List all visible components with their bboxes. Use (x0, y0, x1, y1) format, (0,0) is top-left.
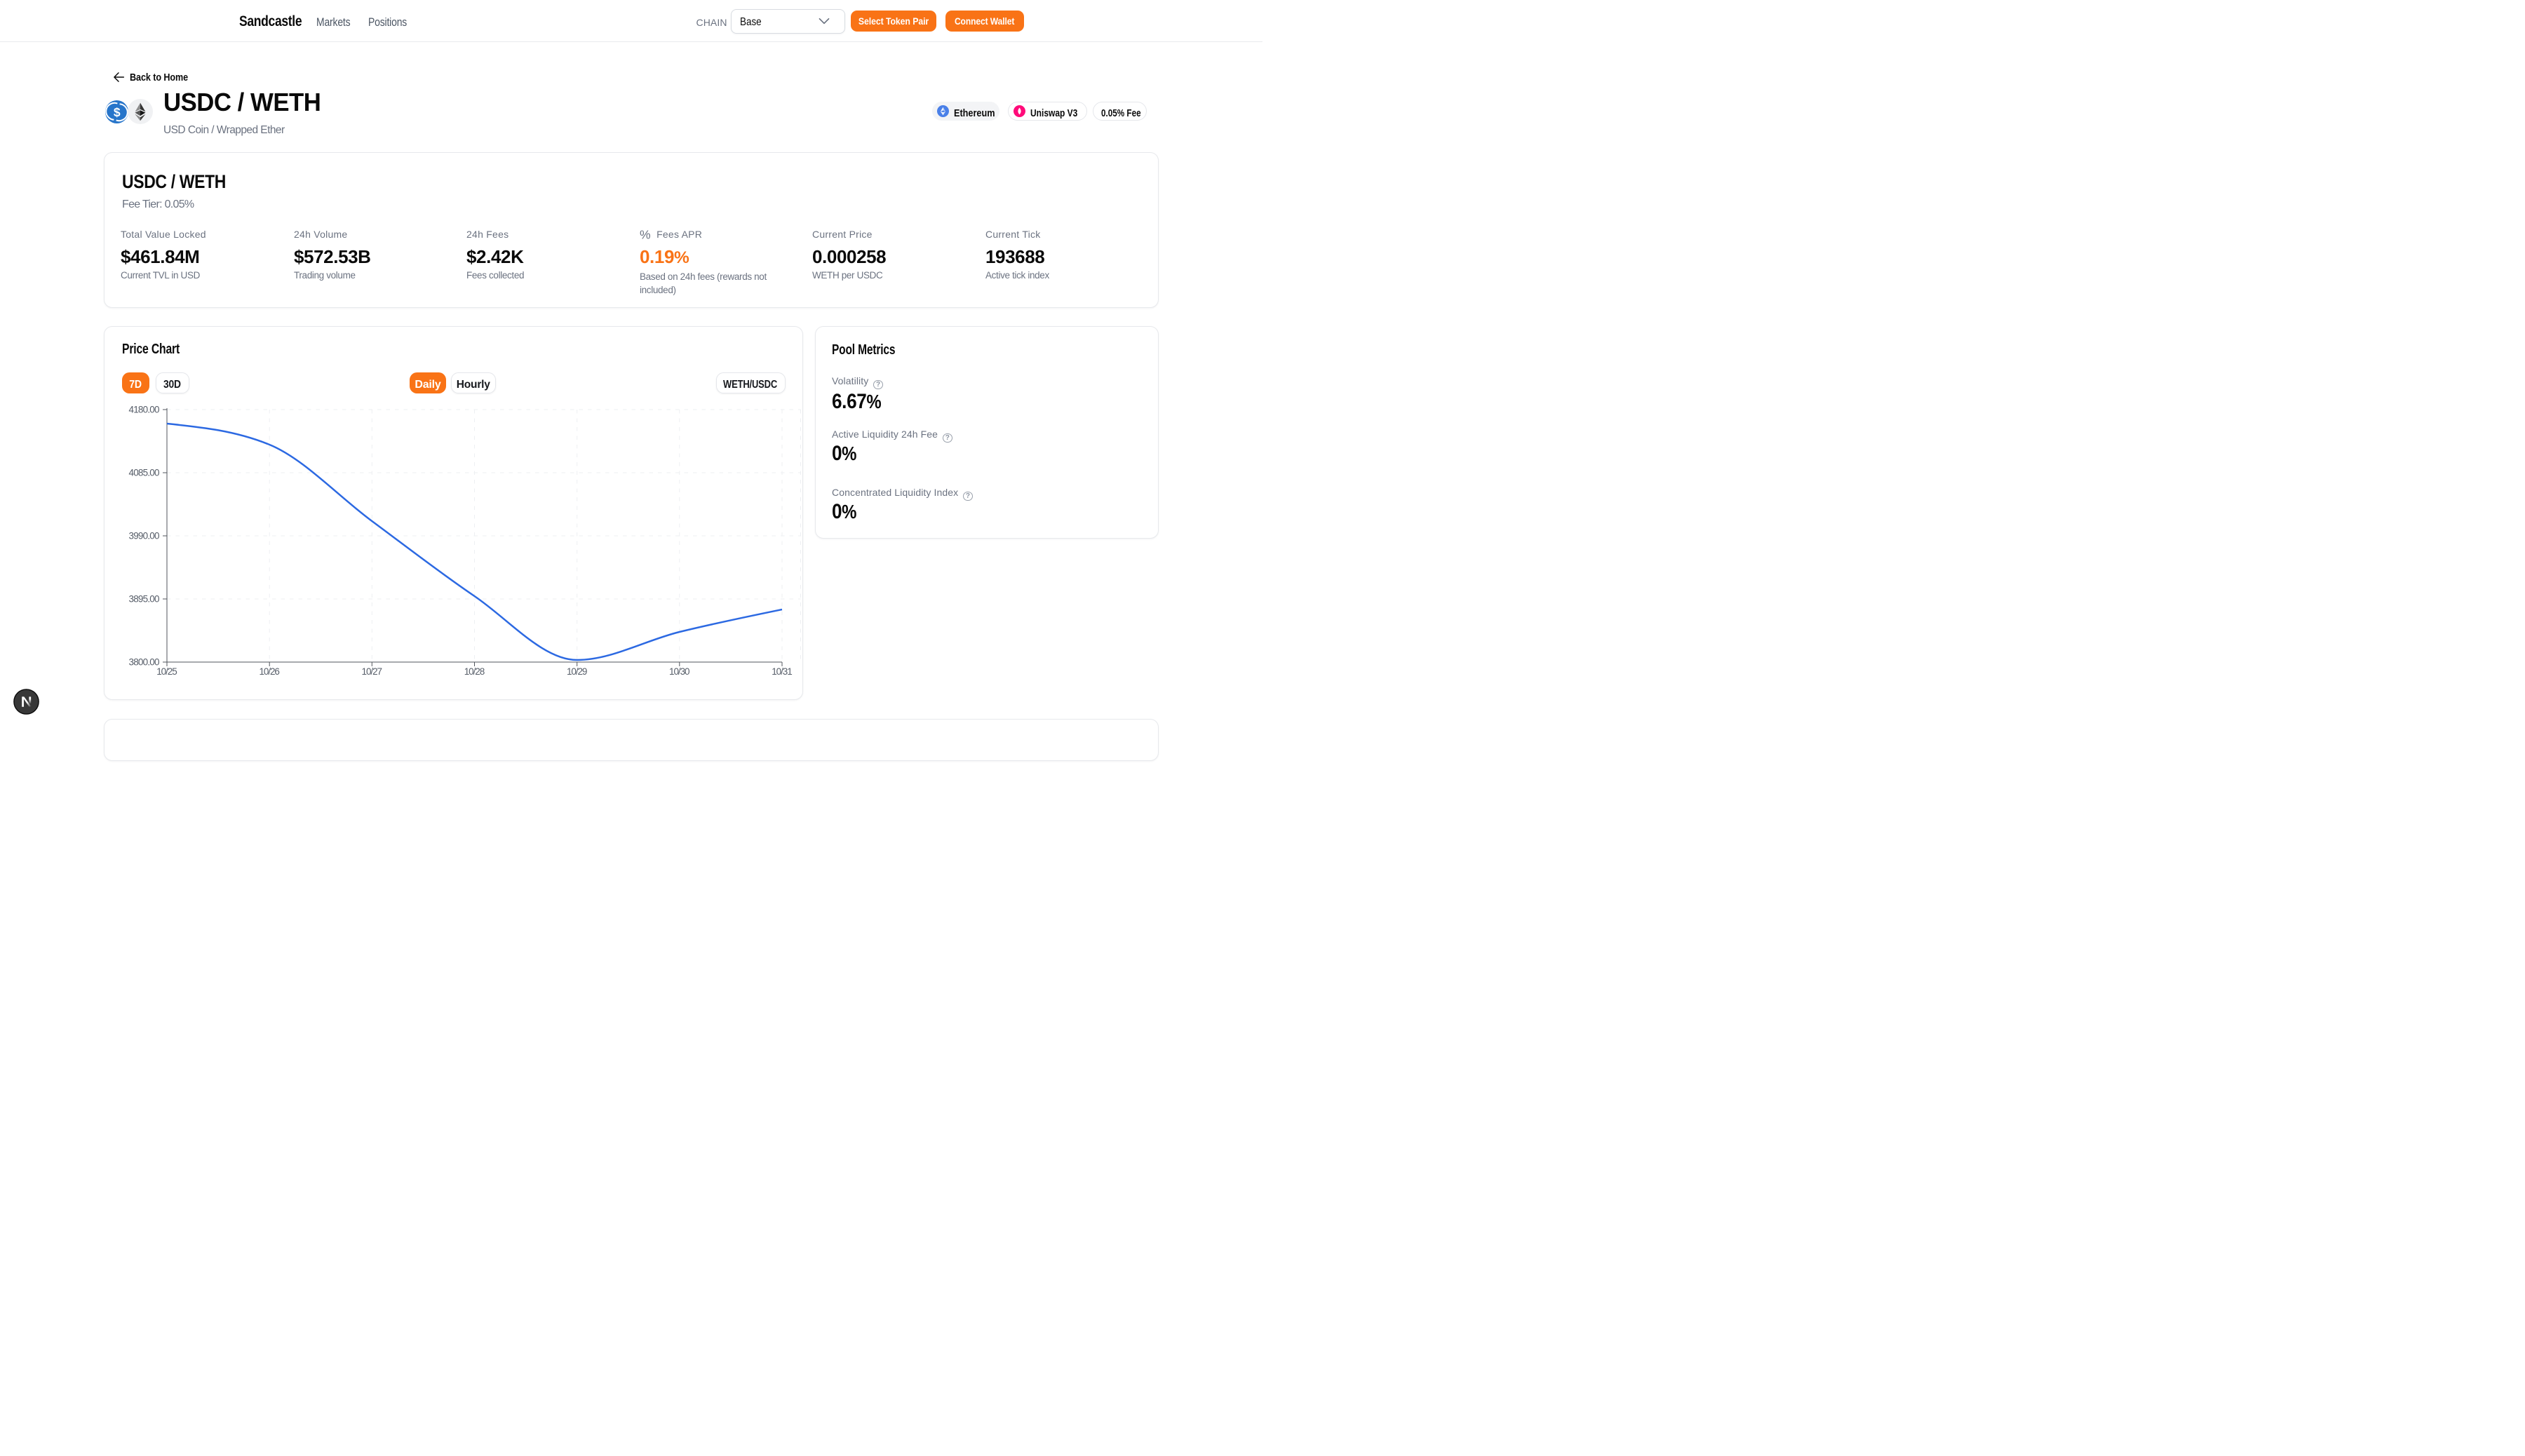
svg-text:3895.00: 3895.00 (129, 594, 160, 605)
svg-text:4180.00: 4180.00 (129, 405, 160, 415)
svg-text:$: $ (113, 105, 120, 119)
svg-text:4085.00: 4085.00 (129, 468, 160, 478)
svg-text:3800.00: 3800.00 (129, 657, 160, 668)
svg-text:10/27: 10/27 (362, 666, 383, 677)
svg-text:10/31: 10/31 (772, 666, 793, 677)
svg-text:10/26: 10/26 (259, 666, 280, 677)
svg-text:10/30: 10/30 (669, 666, 690, 677)
svg-text:10/29: 10/29 (567, 666, 588, 677)
svg-text:10/25: 10/25 (156, 666, 177, 677)
svg-text:10/28: 10/28 (464, 666, 485, 677)
svg-text:3990.00: 3990.00 (129, 531, 160, 541)
